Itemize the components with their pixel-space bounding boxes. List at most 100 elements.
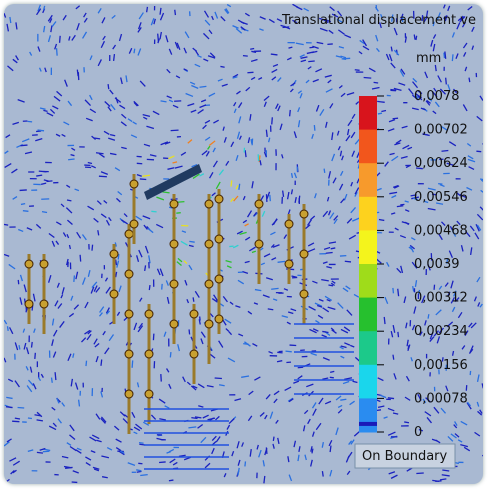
arrow: [25, 152, 32, 154]
arrow: [347, 93, 354, 95]
arrow: [291, 189, 292, 194]
arrow: [71, 379, 72, 387]
arrow: [169, 384, 171, 389]
arrow: [213, 161, 217, 167]
arrow: [245, 13, 249, 16]
arrow: [49, 275, 51, 283]
arrow: [229, 418, 234, 423]
arrow: [114, 426, 119, 430]
arrow: [269, 19, 274, 22]
arrow: [408, 345, 409, 349]
arrow: [188, 427, 196, 428]
arrow: [405, 201, 409, 202]
arrow: [438, 75, 442, 82]
arrow: [262, 211, 264, 216]
arrow: [348, 452, 352, 458]
arrow: [326, 267, 331, 268]
arrow: [54, 330, 57, 336]
arrow: [258, 78, 262, 80]
arrow: [330, 377, 334, 378]
arrow: [134, 323, 137, 330]
arrow: [434, 407, 439, 413]
arrow: [414, 35, 415, 40]
nut: [170, 280, 178, 288]
arrow: [187, 382, 190, 385]
arrow: [325, 401, 331, 403]
arrow: [10, 17, 11, 23]
arrow: [45, 68, 46, 72]
arrow: [6, 407, 13, 408]
arrow: [322, 331, 328, 332]
arrow: [12, 421, 19, 422]
arrow: [250, 449, 251, 456]
arrow: [321, 280, 329, 281]
arrow: [330, 7, 335, 11]
color-band: [359, 331, 377, 365]
arrow: [329, 242, 336, 243]
arrow: [41, 183, 46, 184]
arrow: [76, 272, 78, 279]
arrow: [231, 198, 234, 202]
arrow: [324, 169, 325, 173]
arrow: [52, 339, 54, 345]
arrow: [4, 320, 6, 324]
arrow: [27, 228, 32, 230]
arrow: [44, 26, 45, 32]
arrow: [182, 231, 186, 232]
arrow: [129, 48, 131, 53]
arrow: [85, 302, 88, 308]
arrow: [304, 410, 307, 413]
arrow: [398, 289, 399, 296]
arrow: [121, 114, 126, 118]
arrow: [278, 78, 282, 82]
arrow: [128, 463, 135, 466]
arrow: [337, 131, 338, 136]
arrow: [346, 286, 351, 289]
arrow: [245, 150, 246, 157]
arrow: [432, 439, 437, 441]
arrow: [339, 86, 342, 89]
arrow: [448, 6, 450, 11]
arrow: [113, 45, 116, 49]
arrow: [234, 109, 236, 113]
arrow: [170, 459, 176, 463]
arrow: [252, 344, 257, 347]
arrow: [290, 110, 291, 116]
arrow: [207, 386, 214, 387]
arrow: [409, 89, 414, 95]
arrow: [88, 270, 90, 277]
arrow: [359, 52, 362, 54]
arrow: [296, 43, 304, 44]
arrow: [444, 53, 445, 58]
arrow: [344, 327, 350, 331]
boundary-label[interactable]: On Boundary: [362, 449, 448, 464]
arrow: [482, 455, 483, 459]
arrow: [266, 394, 270, 399]
arrow: [187, 299, 189, 303]
arrow: [171, 130, 179, 131]
arrow: [54, 96, 60, 101]
arrow: [458, 440, 462, 442]
arrow: [351, 132, 355, 138]
arrow: [99, 313, 102, 317]
arrow: [328, 307, 336, 309]
arrow: [107, 220, 110, 225]
arrow: [159, 419, 166, 420]
arrow: [336, 428, 338, 435]
arrow: [391, 195, 396, 197]
arrow: [218, 79, 223, 81]
arrow: [305, 455, 306, 460]
arrow: [101, 41, 104, 48]
arrow: [277, 361, 282, 362]
arrow: [227, 425, 230, 430]
arrow: [330, 470, 332, 476]
arrow: [112, 15, 116, 18]
arrow: [319, 398, 323, 404]
arrow: [235, 306, 240, 308]
arrow: [446, 386, 448, 391]
arrow: [380, 395, 386, 397]
arrow: [62, 403, 65, 407]
arrow: [191, 110, 196, 112]
arrow: [304, 8, 309, 11]
arrow: [200, 316, 201, 320]
